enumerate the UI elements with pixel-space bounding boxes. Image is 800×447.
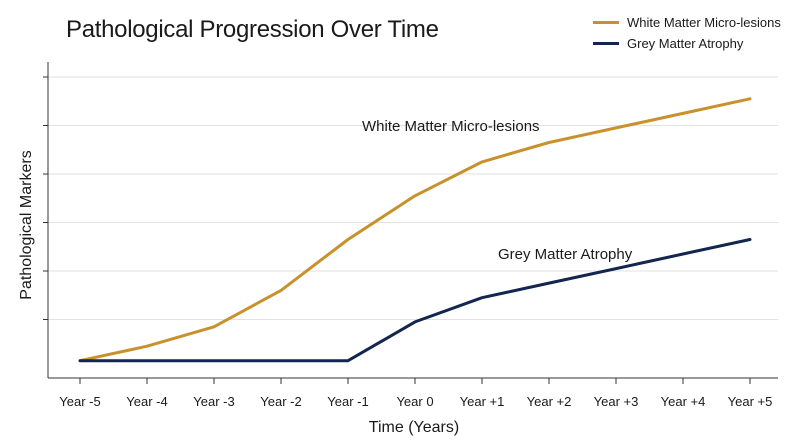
x-tick-label: Year +4 [661, 394, 706, 409]
x-axis-title: Time (Years) [369, 419, 459, 436]
x-tick-label: Year -2 [260, 394, 301, 409]
x-tick-label: Year -5 [59, 394, 100, 409]
annotation-grey-matter: Grey Matter Atrophy [498, 246, 633, 263]
annotation-white-matter: White Matter Micro-lesions [362, 118, 540, 135]
x-tick-label: Year 0 [396, 394, 433, 409]
x-tick-label: Year -4 [126, 394, 167, 409]
y-axis-title: Pathological Markers [18, 150, 35, 299]
series-line-grey-matter [80, 240, 750, 361]
x-tick-label: Year +3 [594, 394, 639, 409]
x-tick-label: Year +1 [460, 394, 505, 409]
x-tick-label: Year -3 [193, 394, 234, 409]
x-tick-label: Year -1 [327, 394, 368, 409]
x-tick-label: Year +5 [728, 394, 773, 409]
x-tick-label: Year +2 [527, 394, 572, 409]
